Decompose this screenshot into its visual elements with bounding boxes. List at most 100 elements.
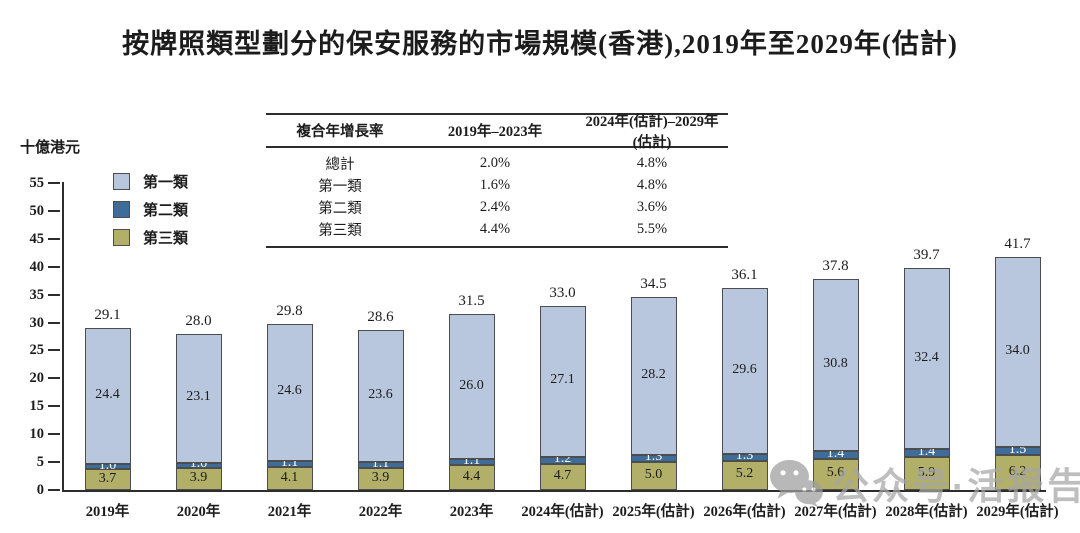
- bar-group-2022年: 3.9 1.1 23.6 28.6: [357, 0, 404, 490]
- bar-total-label: 34.5: [640, 276, 667, 293]
- segment-value-label: 5.0: [644, 467, 663, 483]
- cagr-row-label: 第一類: [318, 178, 362, 195]
- y-tick: [48, 237, 60, 240]
- y-tick-label: 15: [29, 398, 45, 415]
- x-category-label: 2029年(估計): [976, 504, 1059, 520]
- segment-value-label: 4.7: [553, 467, 572, 483]
- legend-label: 第二類: [143, 202, 189, 219]
- cagr-row-label: 第三類: [318, 222, 362, 239]
- bar-total-label: 31.5: [458, 293, 485, 310]
- y-tick: [48, 461, 60, 464]
- y-tick: [48, 349, 60, 352]
- y-tick: [48, 265, 60, 268]
- y-tick: [48, 405, 60, 408]
- legend-swatch-icon: [113, 228, 130, 246]
- bar-segment-第三類: [812, 458, 859, 490]
- cagr-row-label: 總計: [325, 156, 355, 173]
- bar-segment-第三類: [84, 469, 131, 490]
- bar-segment-第三類: [357, 468, 404, 490]
- legend-swatch-icon: [113, 172, 130, 190]
- y-tick-label: 50: [29, 202, 45, 219]
- segment-value-label: 23.6: [368, 387, 393, 403]
- segment-value-label: 30.8: [823, 355, 848, 371]
- segment-value-label: 28.2: [641, 367, 666, 383]
- watermark-text: 公众号·活报告: [832, 466, 1080, 507]
- bar-segment-第三類: [448, 465, 495, 490]
- legend-item-第二類: 第二類: [113, 200, 189, 219]
- legend-swatch-icon: [113, 200, 130, 218]
- y-axis-unit-label: 十億港元: [20, 140, 81, 156]
- x-category-label: 2020年: [176, 504, 221, 520]
- bar-group-2023年: 4.4 1.1 26.0 31.5: [448, 0, 495, 490]
- bar-segment-第一類: [903, 268, 950, 450]
- bar-group-2028年(估計): 5.9 1.4 32.4 39.7: [903, 0, 950, 490]
- y-tick-label: 40: [29, 258, 45, 275]
- bar-segment-第一類: [812, 279, 859, 451]
- wechat-icon: [770, 459, 823, 508]
- bar-group-2026年(估計): 5.2 1.3 29.6 36.1: [721, 0, 768, 490]
- bar-segment-第二類: [175, 462, 222, 469]
- segment-value-label: 5.2: [735, 466, 754, 482]
- bar-segment-第二類: [266, 460, 313, 468]
- bar-segment-第一類: [175, 333, 222, 463]
- segment-value-label: 23.1: [186, 389, 211, 405]
- bar-segment-第一類: [266, 323, 313, 461]
- segment-value-label: 24.4: [95, 386, 120, 402]
- bar-segment-第一類: [84, 327, 131, 464]
- x-category-label: 2019年: [85, 504, 130, 520]
- bar-segment-第二類: [84, 463, 131, 470]
- cagr-header-period1: 2019年–2023年: [447, 124, 543, 140]
- y-tick: [48, 182, 60, 184]
- x-axis-line: [62, 490, 1046, 492]
- cagr-row-period2-value: 5.5%: [636, 220, 668, 237]
- bar-total-label: 33.0: [549, 284, 576, 301]
- y-tick-label: 55: [29, 175, 45, 191]
- segment-value-label: 4.1: [280, 469, 299, 485]
- x-category-label: 2026年(估計): [703, 504, 786, 520]
- y-tick-label: 20: [29, 370, 45, 387]
- cagr-table-body: 總計 2.0% 4.8% 第一類 1.6% 4.8% 第二類 2.4% 3.6%…: [266, 148, 728, 246]
- bar-segment-第一類: [630, 297, 677, 455]
- legend-item-第三類: 第三類: [113, 228, 189, 247]
- y-tick-label: 25: [29, 342, 45, 359]
- bar-segment-第三類: [630, 462, 677, 490]
- bar-group-2024年(估計): 4.7 1.2 27.1 33.0: [539, 0, 586, 490]
- bar-segment-第二類: [357, 462, 404, 469]
- x-category-label: 2025年(估計): [612, 504, 695, 520]
- bar-total-label: 28.6: [367, 309, 394, 326]
- segment-value-label: 3.7: [98, 470, 117, 486]
- legend-label: 第三類: [143, 230, 189, 247]
- bar-total-label: 41.7: [1004, 236, 1031, 253]
- bar-segment-第二類: [539, 457, 586, 464]
- bar-segment-第三類: [994, 455, 1041, 490]
- bar-total-label: 39.7: [913, 247, 940, 264]
- bar-segment-第二類: [630, 454, 677, 463]
- segment-value-label: 32.4: [914, 349, 939, 365]
- cagr-row-label: 第二類: [318, 200, 362, 217]
- cagr-row-period2-value: 4.8%: [636, 176, 668, 193]
- bar-segment-第三類: [903, 457, 950, 490]
- cagr-header-period2: 2024年(估計)–2029年(估計): [585, 113, 719, 151]
- y-tick-label: 45: [29, 230, 45, 247]
- segment-value-label: 3.9: [189, 470, 208, 486]
- legend-label: 第一類: [143, 174, 189, 191]
- cagr-row-period1-value: 2.0%: [479, 154, 511, 171]
- y-tick-label: 5: [36, 454, 44, 471]
- segment-value-label: 29.6: [732, 362, 757, 378]
- x-category-label: 2027年(估計): [794, 504, 877, 520]
- y-tick: [48, 293, 60, 296]
- bar-segment-第三類: [539, 463, 586, 490]
- y-tick: [48, 209, 60, 212]
- bar-segment-第二類: [812, 450, 859, 459]
- cagr-row-class2: 第二類 2.4% 3.6%: [266, 196, 728, 218]
- y-axis-line: [62, 182, 64, 491]
- bar-group-2025年(估計): 5.0 1.3 28.2 34.5: [630, 0, 677, 490]
- segment-value-label: 26.0: [459, 377, 484, 393]
- bar-group-2020年: 3.9 1.0 23.1 28.0: [175, 0, 222, 490]
- bar-segment-第二類: [448, 459, 495, 466]
- bar-total-label: 37.8: [822, 258, 849, 274]
- cagr-row-total: 總計 2.0% 4.8%: [266, 152, 728, 174]
- bar-segment-第二類: [721, 453, 768, 461]
- cagr-row-period2-value: 4.8%: [636, 154, 668, 171]
